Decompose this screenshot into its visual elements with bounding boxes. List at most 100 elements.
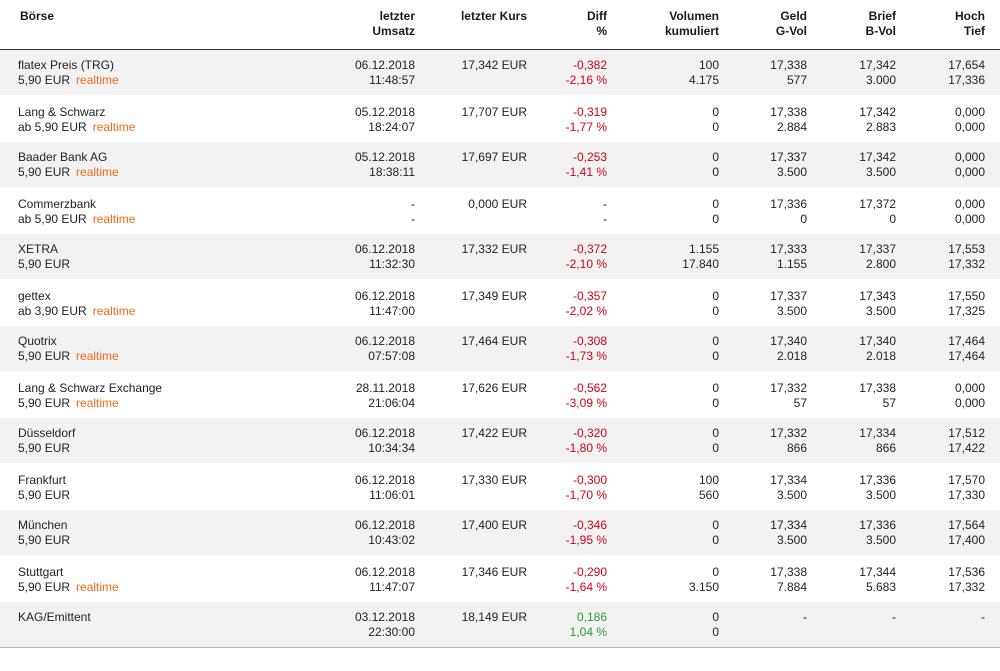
- header-brief[interactable]: Brief B-Vol: [807, 0, 896, 50]
- volume-cell: 100 560: [607, 462, 719, 510]
- exchange-fee-line: ab 5,90 EUR realtime: [18, 120, 300, 135]
- exchange-fee-line: 5,90 EUR realtime: [18, 165, 300, 180]
- diff-percent: -1,77 %: [565, 119, 607, 134]
- day-low: 17,325: [948, 303, 985, 318]
- volume: 0: [712, 150, 719, 164]
- diff-value: -0,319: [572, 104, 607, 119]
- header-letzter-umsatz[interactable]: letzter Umsatz: [300, 0, 415, 50]
- diff-percent: -1,64 %: [565, 579, 607, 594]
- last-trade-time: 18:38:11: [369, 165, 415, 179]
- bid-cell: 17,337 3.500: [719, 278, 807, 326]
- header-hoch-tief[interactable]: Hoch Tief: [896, 0, 1000, 50]
- exchange-name[interactable]: München: [18, 518, 68, 532]
- last-price: 17,342 EUR: [461, 58, 527, 72]
- day-high: 17,536: [948, 564, 985, 579]
- header-geld[interactable]: Geld G-Vol: [719, 0, 807, 50]
- last-trade-date: 06.12.2018: [354, 518, 415, 532]
- day-low: 17,422: [948, 441, 985, 455]
- diff-percent: -2,02 %: [565, 303, 607, 318]
- day-high: 0,000: [954, 380, 985, 395]
- exchange-name[interactable]: Commerzbank: [18, 196, 97, 211]
- exchange-name[interactable]: Lang & Schwarz: [18, 104, 106, 119]
- exchange-name[interactable]: Lang & Schwarz Exchange: [18, 380, 163, 395]
- table-row[interactable]: Quotrix 5,90 EUR realtime 06.12.2018 07:5…: [0, 325, 1000, 372]
- diff-value: -0,320: [572, 426, 607, 440]
- table-row[interactable]: XETRA 5,90 EUR 06.12.2018 11:32:30 17,33…: [0, 233, 1000, 280]
- exchange-name[interactable]: Baader Bank AG: [18, 150, 108, 164]
- high-low-cell: 0,000 0,000: [896, 141, 1000, 188]
- exchange-fee-line: ab 3,90 EUR realtime: [18, 304, 300, 319]
- last-trade-date: -: [411, 196, 415, 211]
- high-low-cell: 17,654 17,336: [896, 49, 1000, 96]
- exchange-fee-line: 5,90 EUR realtime: [18, 349, 300, 364]
- table-row[interactable]: Düsseldorf 5,90 EUR 06.12.2018 10:34:34 …: [0, 417, 1000, 464]
- ask-cell: 17,337 2.800: [807, 233, 896, 280]
- exchange-name[interactable]: Stuttgart: [18, 564, 64, 579]
- volume-cell: 0 0: [607, 601, 719, 648]
- ask-volume: 866: [875, 441, 896, 455]
- exchange-name[interactable]: Quotrix: [18, 334, 57, 348]
- last-trade-cell: 06.12.2018 07:57:08: [300, 325, 415, 372]
- last-price-cell: 17,697 EUR: [415, 141, 527, 188]
- last-price-cell: 17,707 EUR: [415, 94, 527, 142]
- exchange-fee: ab 3,90 EUR: [18, 303, 87, 318]
- last-trade-cell: 06.12.2018 11:47:07: [300, 554, 415, 602]
- ask-volume: 2.800: [865, 257, 896, 271]
- table-row[interactable]: Stuttgart 5,90 EUR realtime 06.12.2018 11…: [0, 554, 1000, 602]
- exchange-name[interactable]: flatex Preis (TRG): [18, 58, 115, 72]
- day-low: 0,000: [954, 119, 985, 134]
- table-row[interactable]: KAG/Emittent 03.12.2018 22:30:00 18,149 …: [0, 601, 1000, 648]
- header-boerse[interactable]: Börse: [0, 0, 300, 50]
- last-trade-time: 10:43:02: [368, 533, 415, 547]
- diff-cell: -0,290 -1,64 %: [527, 554, 607, 602]
- diff-percent: -3,09 %: [565, 395, 607, 410]
- exchange-name[interactable]: Düsseldorf: [18, 426, 76, 440]
- last-trade-cell: 06.12.2018 11:32:30: [300, 233, 415, 280]
- realtime-badge: realtime: [76, 165, 119, 179]
- last-price-cell: 17,342 EUR: [415, 49, 527, 96]
- volume-cumulative: 17.840: [682, 257, 719, 271]
- day-high: 17,550: [948, 288, 985, 303]
- table-row[interactable]: Baader Bank AG 5,90 EUR realtime 05.12.20…: [0, 141, 1000, 188]
- volume-cell: 0 0: [607, 325, 719, 372]
- last-price-cell: 17,332 EUR: [415, 233, 527, 280]
- volume-cumulative: 0: [712, 441, 719, 455]
- table-row[interactable]: flatex Preis (TRG) 5,90 EUR realtime 06.1…: [0, 49, 1000, 96]
- day-low: 0,000: [954, 165, 985, 179]
- bid-price: 17,334: [770, 472, 807, 487]
- header-letzter-kurs[interactable]: letzter Kurs: [415, 0, 527, 50]
- ask-cell: 17,338 57: [807, 370, 896, 418]
- exchange-name[interactable]: Frankfurt: [18, 472, 67, 487]
- bid-price: 17,337: [770, 288, 807, 303]
- exchange-fee: ab 5,90 EUR: [18, 211, 87, 226]
- last-price-cell: 17,626 EUR: [415, 370, 527, 418]
- last-trade-time: 11:32:30: [369, 257, 415, 271]
- bid-price: 17,338: [770, 58, 807, 72]
- bid-cell: -: [719, 601, 807, 648]
- last-trade-date: 03.12.2018: [354, 610, 415, 624]
- exchange-name[interactable]: gettex: [18, 288, 51, 303]
- header-diff[interactable]: Diff%: [527, 0, 607, 50]
- exchange-name[interactable]: KAG/Emittent: [18, 610, 91, 624]
- last-trade-time: 18:24:07: [368, 119, 415, 134]
- diff-percent: -2,10 %: [565, 257, 607, 271]
- ask-price: -: [892, 610, 896, 624]
- table-row[interactable]: gettex ab 3,90 EUR realtime 06.12.2018 11…: [0, 278, 1000, 326]
- exchange-fee-line: 5,90 EUR realtime: [18, 580, 300, 595]
- last-trade-cell: 06.12.2018 11:06:01: [300, 462, 415, 510]
- ask-cell: 17,372 0: [807, 186, 896, 234]
- day-high: 17,564: [948, 518, 985, 532]
- volume-cell: 1.155 17.840: [607, 233, 719, 280]
- header-volumen[interactable]: Volumen kumuliert: [607, 0, 719, 50]
- table-row[interactable]: Frankfurt 5,90 EUR 06.12.2018 11:06:01 1…: [0, 462, 1000, 510]
- exchange-fee-line: 5,90 EUR: [18, 257, 300, 272]
- table-row[interactable]: München 5,90 EUR 06.12.2018 10:43:02 17,…: [0, 509, 1000, 556]
- bid-price: 17,340: [770, 334, 807, 348]
- table-row[interactable]: Lang & Schwarz Exchange 5,90 EUR realtime…: [0, 370, 1000, 418]
- ask-cell: -: [807, 601, 896, 648]
- table-row[interactable]: Commerzbank ab 5,90 EUR realtime - - 0,00…: [0, 186, 1000, 234]
- table-row[interactable]: Lang & Schwarz ab 5,90 EUR realtime 05.12…: [0, 94, 1000, 142]
- exchange-name[interactable]: XETRA: [18, 242, 59, 256]
- bid-volume: 3.500: [776, 533, 807, 547]
- ask-volume: 3.500: [865, 303, 896, 318]
